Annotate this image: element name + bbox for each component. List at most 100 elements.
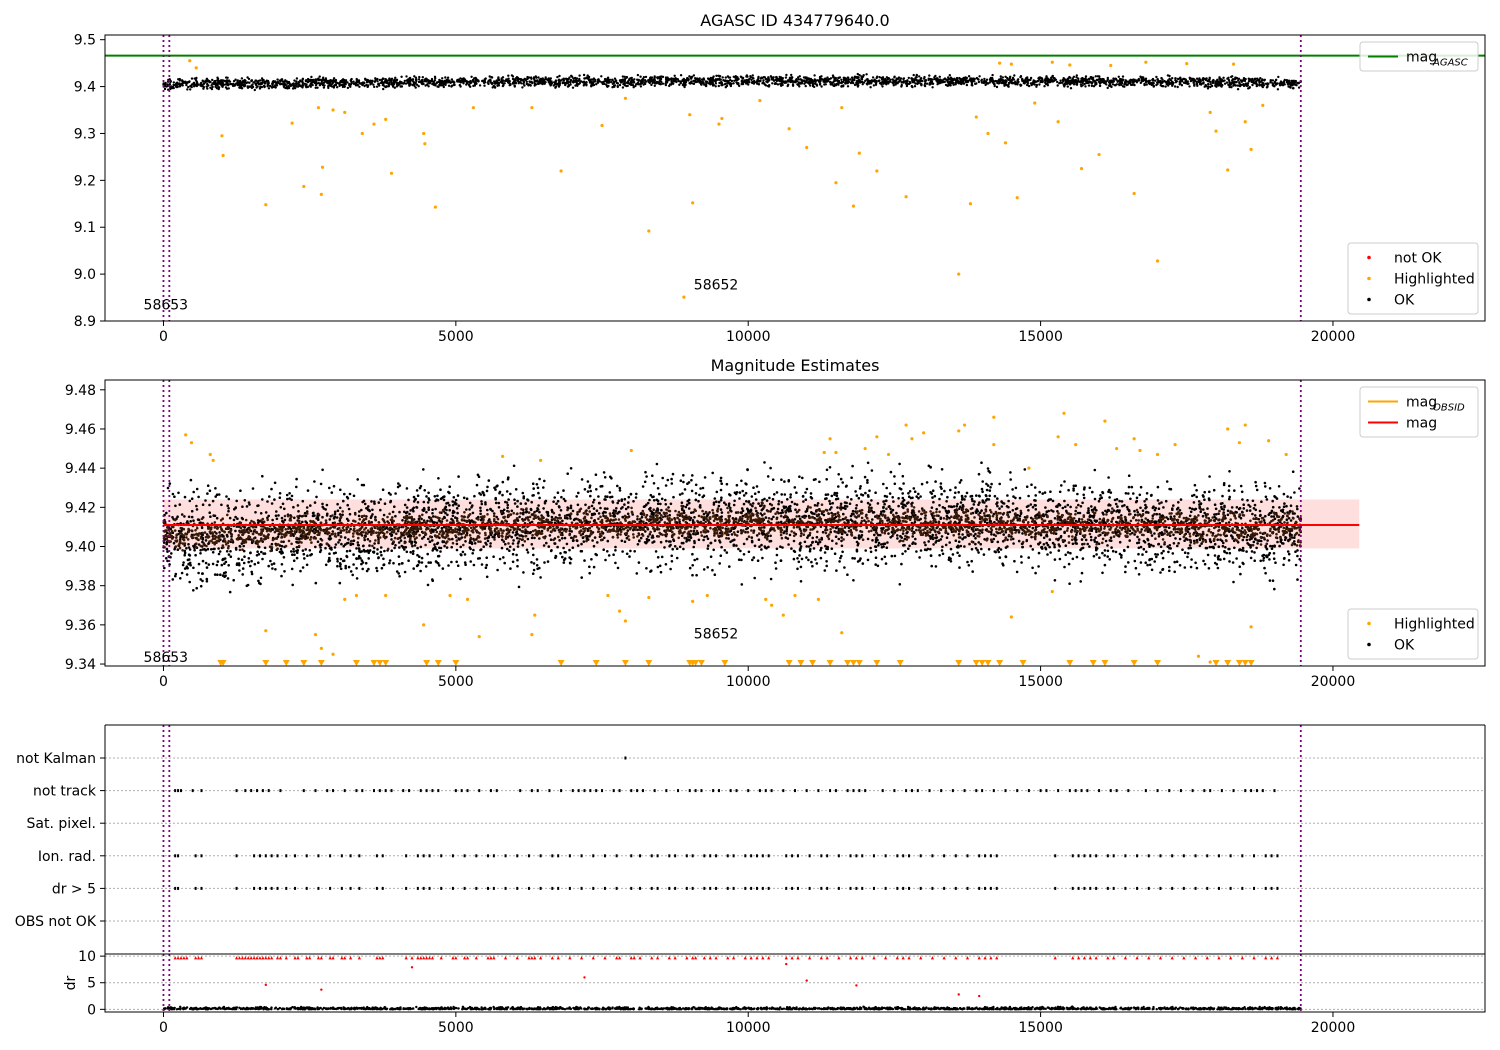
ok-point	[588, 81, 592, 84]
ok-point	[356, 83, 359, 87]
ok-point	[1248, 86, 1252, 89]
ok-point	[521, 86, 524, 89]
ok-point	[511, 560, 515, 564]
ok-point	[612, 82, 615, 85]
ok-point	[200, 526, 204, 530]
ok-point	[838, 76, 842, 79]
ok-point	[237, 557, 240, 561]
ok-point	[365, 83, 368, 87]
ok-point	[828, 499, 831, 503]
ok-point	[1144, 81, 1148, 84]
ok-point	[1121, 79, 1124, 82]
ok-point	[426, 83, 429, 86]
ok-point	[1124, 492, 1128, 495]
ok-point	[427, 85, 430, 88]
ok-point	[525, 82, 529, 86]
ok-point	[195, 80, 198, 83]
ok-point	[772, 76, 775, 79]
ok-point	[523, 77, 526, 81]
ok-point	[682, 474, 685, 477]
ok-point	[938, 554, 941, 557]
ok-point	[1206, 507, 1209, 510]
ok-point	[757, 80, 761, 83]
ok-point	[416, 501, 420, 504]
ok-point	[798, 75, 801, 78]
ok-point	[348, 492, 352, 496]
ok-point	[932, 500, 935, 504]
ok-point	[772, 515, 775, 519]
ok-point	[940, 492, 943, 496]
ok-point	[1116, 80, 1119, 84]
ok-point	[343, 536, 347, 539]
ok-point	[512, 464, 516, 468]
ok-point	[1182, 77, 1185, 81]
ok-point	[1208, 475, 1211, 478]
ok-point	[869, 550, 873, 554]
ok-point	[309, 82, 312, 86]
ok-point	[313, 501, 317, 504]
ok-point	[924, 543, 927, 547]
ok-point	[205, 77, 209, 81]
ok-point	[426, 583, 430, 587]
ok-point	[550, 515, 554, 519]
ok-point	[844, 81, 848, 84]
ok-point	[615, 507, 618, 510]
ok-point	[813, 504, 817, 507]
ok-point	[530, 77, 533, 81]
ok-point	[356, 81, 359, 84]
ok-point	[253, 88, 256, 92]
ok-point	[301, 80, 304, 83]
ok-point	[474, 79, 478, 82]
ok-point	[892, 79, 895, 82]
ok-point	[270, 502, 274, 505]
highlighted-point	[530, 106, 534, 110]
ok-point	[557, 83, 560, 87]
ok-point	[380, 78, 384, 82]
ok-point	[893, 475, 896, 478]
ok-point	[165, 85, 168, 88]
ok-point	[871, 76, 875, 79]
ok-point	[1113, 84, 1117, 87]
ok-point	[826, 76, 829, 79]
ok-point	[946, 79, 949, 83]
ok-point	[216, 77, 220, 81]
ok-point	[571, 86, 575, 89]
ok-point	[1202, 77, 1205, 80]
ok-point	[787, 83, 790, 86]
ok-point	[1222, 482, 1226, 485]
ok-point	[636, 543, 640, 546]
ok-point	[1225, 81, 1229, 84]
ok-point	[574, 84, 577, 87]
ok-point	[907, 495, 911, 499]
ok-point	[548, 534, 552, 537]
ok-point	[931, 86, 934, 89]
ok-point	[904, 82, 908, 85]
ok-point	[797, 515, 801, 518]
ok-point	[814, 558, 817, 561]
ok-point	[225, 80, 229, 84]
ok-point	[736, 82, 739, 86]
ok-point	[639, 536, 643, 540]
ok-point	[1101, 491, 1105, 495]
ok-point	[255, 83, 258, 87]
ok-point	[1090, 82, 1094, 85]
ok-point	[644, 75, 648, 79]
ok-point	[245, 505, 249, 508]
ok-point	[522, 80, 526, 84]
ok-point	[1135, 496, 1139, 500]
ok-point	[1271, 579, 1275, 582]
ok-point	[1271, 79, 1275, 82]
ok-point	[630, 83, 633, 87]
ok-point	[887, 80, 890, 84]
ok-point	[165, 511, 168, 515]
ok-point	[985, 78, 989, 81]
ok-point	[240, 77, 244, 80]
ok-point	[833, 84, 836, 88]
ok-point	[390, 80, 393, 84]
ok-point	[1293, 512, 1296, 515]
ok-point	[725, 80, 728, 83]
highlighted-point	[1132, 191, 1136, 196]
ok-point	[764, 77, 768, 81]
ok-point	[547, 545, 551, 548]
ok-point	[1161, 556, 1165, 560]
